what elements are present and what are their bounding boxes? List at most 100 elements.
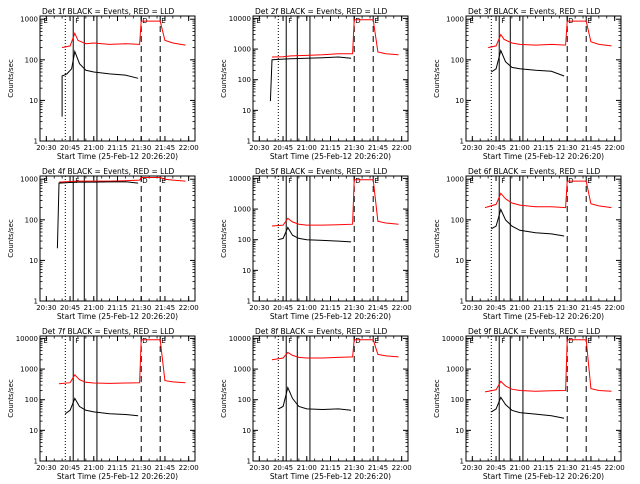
bracket-label: F <box>501 337 505 345</box>
x-tick-label: 20:45 <box>486 144 506 152</box>
x-tick-label: 21:15 <box>320 144 340 152</box>
bracket-label: F <box>75 17 79 25</box>
bracket-label: E <box>469 17 473 25</box>
plot-frame <box>39 335 196 462</box>
x-tick-label: 22:00 <box>392 144 412 152</box>
x-tick-label: 20:30 <box>249 304 269 312</box>
x-tick-label: 21:30 <box>557 144 577 152</box>
y-axis-label: Counts/sec <box>433 59 441 98</box>
y-axis-label: Counts/sec <box>7 59 15 98</box>
series-line-events-black <box>65 397 139 417</box>
bracket-label: E <box>256 337 260 345</box>
x-tick-label: 22:00 <box>605 464 625 472</box>
y-axis-label: Counts/sec <box>220 379 228 418</box>
series-line-events-black <box>491 48 565 77</box>
series-line-events-black <box>56 181 139 249</box>
bracket-label: F <box>288 17 292 25</box>
bracket-label: E <box>587 177 591 185</box>
bracket-label: F <box>501 17 505 25</box>
series-line-lld-red <box>271 339 399 361</box>
y-tick-label: 1 <box>460 298 464 306</box>
y-tick-label: 10 <box>455 257 464 265</box>
y-tick-label: 1 <box>247 138 251 146</box>
bracket-label: E <box>256 17 260 25</box>
y-tick-label: 1000 <box>446 16 464 24</box>
bracket-label: E <box>161 17 165 25</box>
y-tick-label: 10 <box>29 257 38 265</box>
x-tick-label: 21:15 <box>320 464 340 472</box>
x-tick-label: 21:00 <box>510 464 530 472</box>
x-axis-label: Start Time (25-Feb-12 20:26:20) <box>57 152 178 161</box>
y-tick-label: 10000 <box>229 15 251 23</box>
bracket-label: E <box>469 337 473 345</box>
panel-title: Det 1f BLACK = Events, RED = LLD <box>42 7 175 16</box>
x-tick-label: 21:00 <box>84 304 104 312</box>
y-tick-label: 100 <box>451 216 464 224</box>
x-tick-label: 20:45 <box>60 304 80 312</box>
y-tick-label: 1 <box>460 458 464 466</box>
y-tick-label: 1 <box>34 458 38 466</box>
y-tick-label: 1000 <box>20 366 38 374</box>
x-tick-label: 21:00 <box>510 144 530 152</box>
x-tick-label: 21:00 <box>84 464 104 472</box>
bracket-label: F <box>288 337 292 345</box>
plot-frame <box>465 175 622 302</box>
y-tick-label: 10 <box>29 97 38 105</box>
y-tick-label: 10000 <box>229 175 251 183</box>
x-tick-label: 21:00 <box>510 304 530 312</box>
y-tick-label: 10 <box>455 97 464 105</box>
y-tick-label: 1000 <box>233 366 251 374</box>
panel-title: Det 5f BLACK = Events, RED = LLD <box>255 167 388 176</box>
y-tick-label: 10 <box>242 427 251 435</box>
x-axis-label: Start Time (25-Feb-12 20:26:20) <box>270 312 391 321</box>
y-tick-label: 100 <box>238 76 251 84</box>
y-axis-label: Counts/sec <box>433 219 441 258</box>
bracket-label: E <box>587 17 591 25</box>
detector-panel-6: Det 6f BLACK = Events, RED = LLD 1 10 100 10… <box>433 167 625 321</box>
x-tick-label: 22:00 <box>392 304 412 312</box>
x-tick-label: 20:30 <box>36 304 56 312</box>
y-tick-label: 1 <box>34 298 38 306</box>
bracket-label: D <box>142 337 147 345</box>
series-line-events-black <box>269 56 352 102</box>
x-tick-label: 22:00 <box>605 144 625 152</box>
x-tick-label: 20:45 <box>60 144 80 152</box>
x-tick-label: 21:15 <box>107 464 127 472</box>
detector-panel-7: Det 7f BLACK = Events, RED = LLD 1 10 100 10… <box>7 327 199 481</box>
y-tick-label: 100 <box>238 236 251 244</box>
x-tick-label: 21:45 <box>581 144 601 152</box>
x-tick-label: 21:30 <box>344 464 364 472</box>
detector-panel-8: Det 8f BLACK = Events, RED = LLD 1 10 100 10… <box>220 327 412 481</box>
x-tick-label: 21:30 <box>557 464 577 472</box>
y-tick-label: 100 <box>25 56 38 64</box>
y-tick-label: 100 <box>25 216 38 224</box>
x-axis-label: Start Time (25-Feb-12 20:26:20) <box>483 312 604 321</box>
y-tick-label: 1000 <box>446 366 464 374</box>
y-tick-label: 1 <box>34 138 38 146</box>
x-tick-label: 20:30 <box>36 464 56 472</box>
plot-frame <box>39 175 196 302</box>
x-tick-label: 20:45 <box>60 464 80 472</box>
x-tick-label: 20:30 <box>462 464 482 472</box>
y-tick-label: 1000 <box>20 16 38 24</box>
panel-title: Det 3f BLACK = Events, RED = LLD <box>468 7 601 16</box>
x-tick-label: 21:45 <box>155 304 175 312</box>
panel-title: Det 6f BLACK = Events, RED = LLD <box>468 167 601 176</box>
panel-title: Det 2f BLACK = Events, RED = LLD <box>255 7 388 16</box>
detector-panel-3: Det 3f BLACK = Events, RED = LLD 1 10 100 10… <box>433 7 625 161</box>
y-tick-label: 10000 <box>16 335 38 343</box>
x-tick-label: 20:45 <box>273 144 293 152</box>
detector-panel-5: Det 5f BLACK = Events, RED = LLD 1 10 100 10… <box>220 167 412 321</box>
x-tick-label: 21:00 <box>84 144 104 152</box>
x-tick-label: 20:45 <box>273 304 293 312</box>
series-line-lld-red <box>487 20 612 49</box>
bracket-label: F <box>288 177 292 185</box>
x-tick-label: 20:45 <box>273 464 293 472</box>
plot-frame <box>465 335 622 462</box>
plot-frame <box>39 15 196 142</box>
bracket-label: E <box>587 337 591 345</box>
x-tick-label: 20:30 <box>462 304 482 312</box>
series-line-events-black <box>61 49 139 117</box>
